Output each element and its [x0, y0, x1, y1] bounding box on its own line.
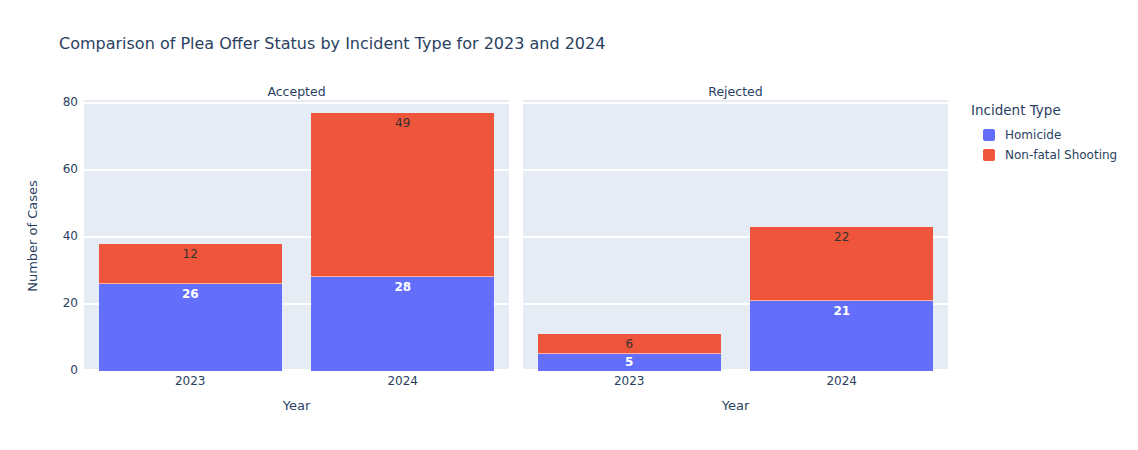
stacked-bar-chart: Comparison of Plea Offer Status by Incid… [0, 0, 1138, 450]
y-tick-0: 0 [38, 363, 78, 377]
legend: Incident Type Homicide Non-fatal Shootin… [971, 102, 1136, 165]
chart-title: Comparison of Plea Offer Status by Incid… [59, 34, 605, 53]
bar-value-label-accepted-2024-homicide: 28 [311, 281, 494, 294]
bar-value-label-rejected-2023-homicide: 5 [538, 356, 721, 369]
segment-separator [311, 276, 494, 277]
bar-value-label-accepted-2024-non-fatal-shooting: 49 [311, 117, 494, 130]
bar-value-label-rejected-2023-non-fatal-shooting: 6 [538, 338, 721, 351]
gridline-80 [84, 102, 509, 104]
non-fatal-shooting-swatch-icon [983, 149, 995, 161]
facet-title-rejected: Rejected [523, 84, 948, 99]
bar-value-label-rejected-2024-non-fatal-shooting: 22 [750, 231, 933, 244]
x-tick-accepted-2024: 2024 [363, 374, 443, 388]
legend-item-label: Non-fatal Shooting [1005, 148, 1117, 162]
plot-area-rejected: 5 6 21 22 [523, 100, 948, 371]
segment-separator [99, 283, 282, 284]
legend-title: Incident Type [971, 102, 1136, 118]
segment-separator [538, 353, 721, 354]
bar-accepted-2024-non-fatal-shooting[interactable] [311, 113, 494, 277]
legend-item-non-fatal-shooting[interactable]: Non-fatal Shooting [971, 145, 1136, 165]
bar-value-label-accepted-2023-non-fatal-shooting: 12 [99, 248, 282, 261]
gridline-80 [523, 102, 948, 104]
legend-item-label: Homicide [1005, 128, 1061, 142]
y-tick-60: 60 [38, 162, 78, 176]
bar-value-label-accepted-2023-homicide: 26 [99, 288, 282, 301]
legend-item-homicide[interactable]: Homicide [971, 125, 1136, 145]
facet-title-accepted: Accepted [84, 84, 509, 99]
x-tick-rejected-2024: 2024 [802, 374, 882, 388]
y-tick-80: 80 [38, 95, 78, 109]
x-axis-title-rejected: Year [523, 398, 948, 413]
x-tick-rejected-2023: 2023 [589, 374, 669, 388]
y-tick-20: 20 [38, 296, 78, 310]
plot-area-accepted: 26 12 28 49 [84, 100, 509, 371]
homicide-swatch-icon [983, 129, 995, 141]
segment-separator [750, 300, 933, 301]
bar-value-label-rejected-2024-homicide: 21 [750, 305, 933, 318]
x-axis-title-accepted: Year [84, 398, 509, 413]
x-tick-accepted-2023: 2023 [150, 374, 230, 388]
gridline-60 [523, 169, 948, 171]
y-tick-40: 40 [38, 229, 78, 243]
